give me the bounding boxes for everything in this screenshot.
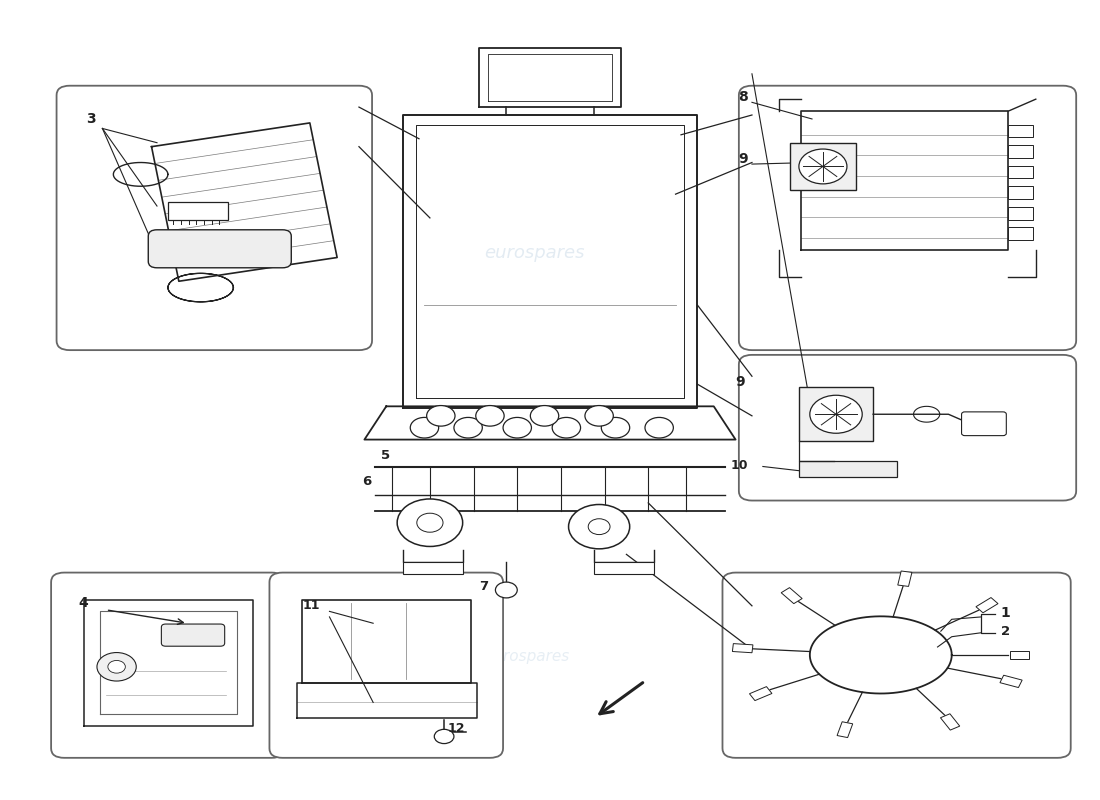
Circle shape bbox=[495, 582, 517, 598]
Circle shape bbox=[602, 418, 629, 438]
Text: eurospares: eurospares bbox=[146, 212, 246, 230]
Bar bbox=[1000, 675, 1022, 687]
Circle shape bbox=[454, 418, 482, 438]
Text: 5: 5 bbox=[381, 449, 389, 462]
Bar bbox=[898, 571, 912, 586]
Circle shape bbox=[108, 661, 125, 673]
Text: 7: 7 bbox=[478, 579, 488, 593]
Circle shape bbox=[427, 406, 455, 426]
Bar bbox=[790, 142, 856, 190]
Text: 11: 11 bbox=[302, 599, 320, 612]
FancyBboxPatch shape bbox=[162, 624, 224, 646]
Text: 9: 9 bbox=[738, 151, 747, 166]
Bar bbox=[1009, 145, 1033, 158]
Text: eurospares: eurospares bbox=[484, 243, 585, 262]
Circle shape bbox=[799, 149, 847, 184]
Bar bbox=[940, 714, 959, 730]
Text: eurospares: eurospares bbox=[113, 650, 199, 664]
Bar bbox=[976, 598, 998, 613]
FancyBboxPatch shape bbox=[961, 412, 1006, 436]
Bar bbox=[1010, 651, 1030, 659]
Circle shape bbox=[645, 418, 673, 438]
Circle shape bbox=[410, 418, 439, 438]
Text: 1: 1 bbox=[1001, 606, 1011, 620]
Text: eurospares: eurospares bbox=[790, 212, 891, 230]
Bar bbox=[1009, 207, 1033, 219]
FancyBboxPatch shape bbox=[270, 573, 503, 758]
FancyBboxPatch shape bbox=[148, 230, 292, 268]
Bar bbox=[1009, 166, 1033, 178]
Text: 8: 8 bbox=[738, 90, 748, 104]
Circle shape bbox=[530, 406, 559, 426]
Circle shape bbox=[569, 505, 629, 549]
Circle shape bbox=[588, 518, 610, 534]
Circle shape bbox=[397, 499, 463, 546]
Text: 4: 4 bbox=[78, 597, 88, 610]
Bar bbox=[749, 686, 772, 701]
FancyBboxPatch shape bbox=[51, 573, 285, 758]
Bar bbox=[799, 461, 898, 477]
Text: 2: 2 bbox=[1001, 625, 1010, 638]
Text: eurospares: eurospares bbox=[484, 650, 570, 664]
Bar bbox=[799, 387, 873, 441]
Text: 6: 6 bbox=[362, 475, 372, 488]
FancyBboxPatch shape bbox=[723, 573, 1070, 758]
FancyBboxPatch shape bbox=[739, 86, 1076, 350]
Bar bbox=[1009, 125, 1033, 137]
Text: eurospares: eurospares bbox=[790, 650, 876, 664]
FancyBboxPatch shape bbox=[739, 355, 1076, 501]
Circle shape bbox=[552, 418, 581, 438]
Circle shape bbox=[503, 418, 531, 438]
Text: 12: 12 bbox=[448, 722, 465, 735]
Circle shape bbox=[434, 730, 454, 743]
Circle shape bbox=[810, 395, 862, 434]
Text: 3: 3 bbox=[86, 112, 96, 126]
Circle shape bbox=[417, 514, 443, 532]
Circle shape bbox=[97, 653, 136, 681]
Circle shape bbox=[585, 406, 614, 426]
Bar bbox=[733, 644, 752, 653]
Bar bbox=[168, 202, 228, 219]
Bar bbox=[781, 588, 802, 604]
Text: 10: 10 bbox=[730, 459, 748, 472]
Text: 9: 9 bbox=[736, 374, 745, 389]
FancyBboxPatch shape bbox=[56, 86, 372, 350]
Bar bbox=[594, 562, 653, 574]
Bar bbox=[403, 562, 463, 574]
Bar bbox=[1009, 186, 1033, 199]
Bar bbox=[1009, 227, 1033, 240]
Bar bbox=[837, 722, 852, 738]
Circle shape bbox=[476, 406, 504, 426]
